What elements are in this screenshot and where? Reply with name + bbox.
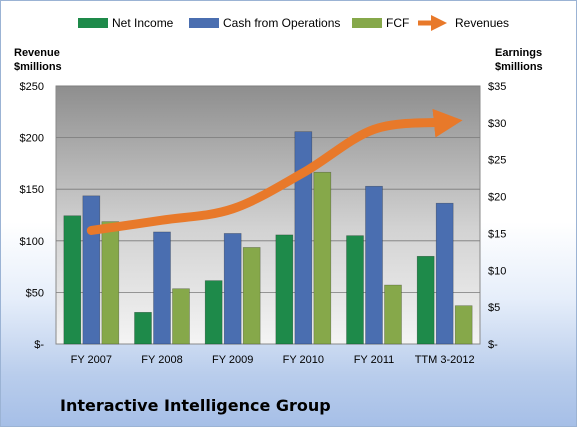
x-tick-labels: FY 2007 FY 2008 FY 2009 FY 2010 FY 2011 TTM 3… — [71, 354, 475, 366]
bar-fcf — [101, 221, 120, 345]
left-tick-label: $50 — [26, 287, 44, 299]
right-tick-label: $35 — [488, 81, 506, 93]
right-tick-label: $30 — [488, 118, 506, 130]
left-tick-label: $150 — [20, 184, 44, 196]
bar-net-income — [346, 235, 364, 345]
legend-swatch-net-income — [78, 18, 108, 28]
bars — [63, 131, 473, 345]
legend-item-net-income: Net Income — [78, 16, 174, 30]
x-tick-label: FY 2008 — [141, 354, 182, 366]
right-tick-labels: $- $5 $10 $15 $20 $25 $30 $35 — [488, 81, 506, 351]
right-tick-label: $25 — [488, 155, 506, 167]
bar-net-income — [275, 234, 294, 345]
left-axis-title-line1: Revenue — [14, 47, 60, 59]
bar-cash-from-operations — [365, 185, 383, 345]
bar-fcf — [454, 305, 473, 345]
right-axis-title-line1: Earnings — [495, 47, 542, 59]
legend-swatch-fcf — [352, 18, 382, 28]
company-title: Interactive Intelligence Group — [60, 396, 331, 415]
plot-area — [55, 85, 481, 345]
legend-item-fcf: FCF — [352, 16, 409, 30]
right-tick-label: $15 — [488, 228, 506, 240]
bar-net-income — [416, 255, 435, 345]
legend-label-fcf: FCF — [386, 16, 409, 30]
x-tick-label: FY 2011 — [354, 354, 395, 366]
bar-fcf — [313, 171, 332, 345]
bar-net-income — [134, 312, 152, 345]
bar-net-income — [63, 215, 82, 345]
left-axis-title-line2: $millions — [14, 61, 62, 73]
right-tick-label: $20 — [488, 192, 506, 204]
legend-label-cash-from-operations: Cash from Operations — [223, 16, 340, 30]
bar-cash-from-operations — [294, 131, 313, 345]
bar-cash-from-operations — [82, 195, 101, 345]
bar-cash-from-operations — [435, 202, 454, 345]
left-tick-label: $100 — [20, 236, 44, 248]
right-tick-label: $10 — [488, 265, 506, 277]
x-tick-label: FY 2010 — [283, 354, 324, 366]
bar-cash-from-operations — [153, 231, 171, 345]
legend-label-revenues: Revenues — [455, 16, 509, 30]
legend-swatch-cash-from-operations — [189, 18, 219, 28]
left-tick-label: $200 — [20, 133, 44, 145]
x-tick-label: TTM 3-2012 — [415, 354, 475, 366]
bar-net-income — [204, 280, 223, 345]
legend-item-cash-from-operations: Cash from Operations — [189, 16, 340, 30]
x-tick-label: FY 2009 — [212, 354, 253, 366]
gridlines — [56, 85, 480, 293]
right-tick-label: $5 — [488, 302, 500, 314]
bar-fcf — [172, 288, 190, 345]
bar-fcf — [384, 284, 402, 345]
x-tick-label: FY 2007 — [71, 354, 112, 366]
legend-label-net-income: Net Income — [112, 16, 174, 30]
revenue-line — [86, 108, 463, 235]
left-tick-label: $- — [34, 339, 44, 351]
left-tick-label: $250 — [20, 81, 44, 93]
right-tick-label: $- — [488, 339, 498, 351]
legend-item-revenues: Revenues — [418, 14, 509, 31]
right-axis-title-line2: $millions — [495, 61, 543, 73]
left-tick-labels: $- $50 $100 $150 $200 $250 — [20, 81, 45, 351]
bar-fcf — [242, 247, 261, 345]
legend: Net Income Cash from Operations FCF Reve… — [78, 14, 509, 31]
revenue-line-group — [86, 108, 463, 235]
bar-cash-from-operations — [223, 233, 242, 345]
